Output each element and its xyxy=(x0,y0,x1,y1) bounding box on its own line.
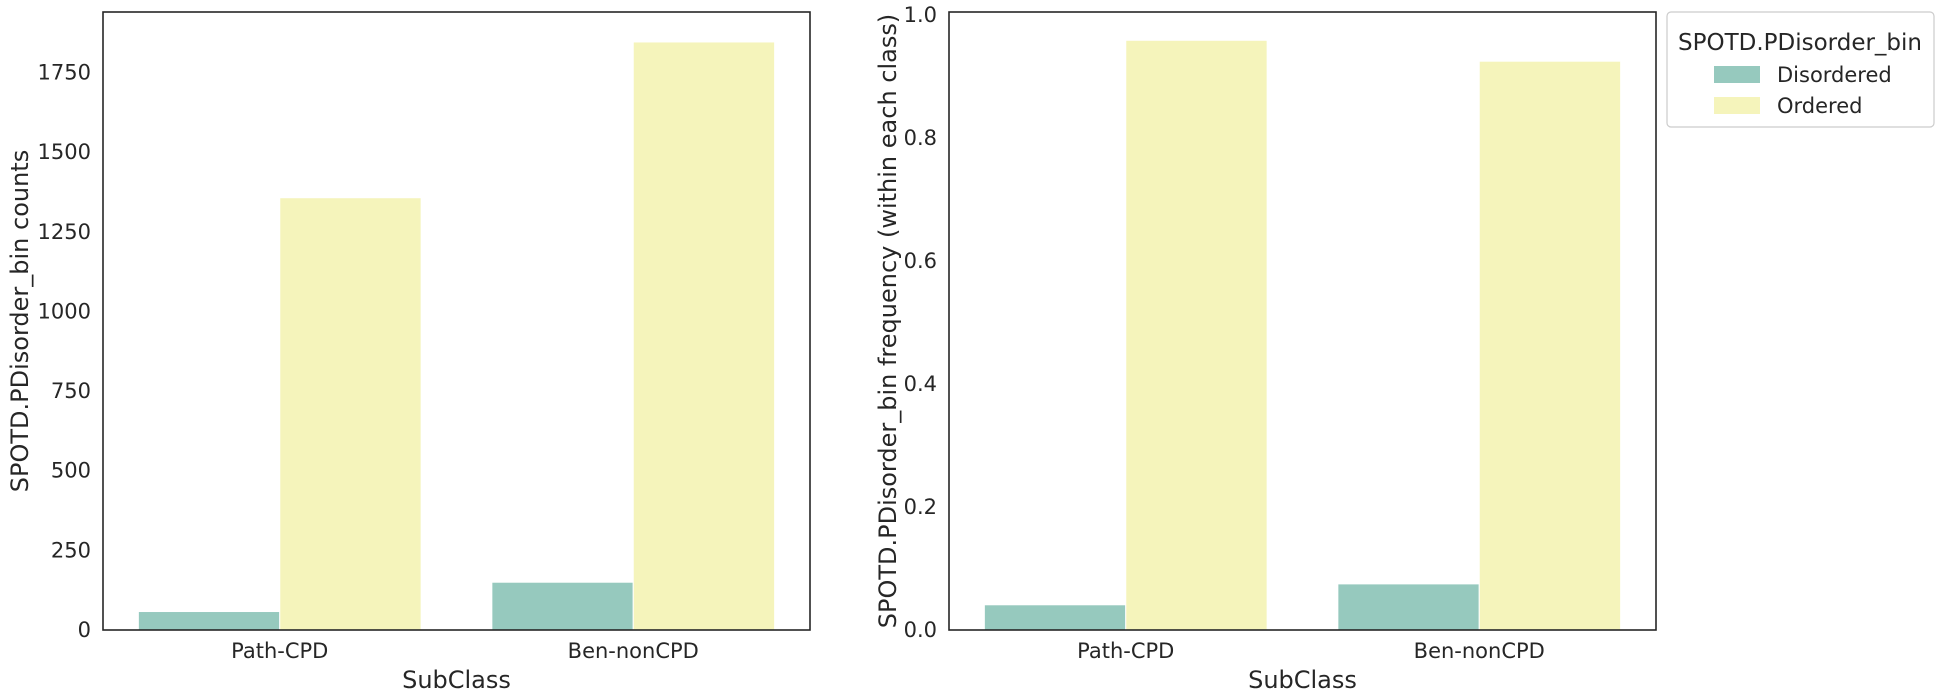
x-tick-label: Ben-nonCPD xyxy=(1414,639,1545,663)
legend-label-disordered: Disordered xyxy=(1777,63,1892,87)
y-axis-label: SPOTD.PDisorder_bin frequency (within ea… xyxy=(874,14,902,628)
x-tick-label: Path-CPD xyxy=(1077,639,1174,663)
bar-ordered-path-cpd xyxy=(1125,39,1268,631)
y-tick-label: 250 xyxy=(51,538,91,562)
legend-label-ordered: Ordered xyxy=(1777,94,1862,118)
legend-swatch-disordered xyxy=(1714,66,1760,83)
y-tick-label: 750 xyxy=(51,379,91,403)
y-tick-label: 0.4 xyxy=(904,372,937,396)
axes-frame xyxy=(948,11,1657,631)
bar-ordered-path-cpd xyxy=(279,197,422,631)
bar-disordered-path-cpd xyxy=(983,604,1127,631)
y-tick-label: 0.0 xyxy=(904,618,937,642)
y-tick-label: 0 xyxy=(78,618,91,642)
y-axis-label: SPOTD.PDisorder_bin counts xyxy=(6,150,34,492)
legend-swatch-ordered xyxy=(1714,97,1760,114)
y-tick-label: 1.0 xyxy=(904,3,937,27)
counts-panel: 0 250 500 750 1000 1250 1500 1750 Path-CPD Ben-no… xyxy=(6,11,811,694)
frequency-panel: 0.0 0.2 0.4 0.6 0.8 1.0 Path-CPD Ben-nonCPD SubC… xyxy=(874,3,1657,694)
y-tick-label: 0.2 xyxy=(904,495,937,519)
bar-disordered-ben-noncpd xyxy=(1337,583,1480,631)
y-tick-label: 1250 xyxy=(38,220,91,244)
bar-ordered-ben-noncpd xyxy=(1478,60,1622,631)
axes-frame xyxy=(102,11,811,631)
bar-disordered-ben-noncpd xyxy=(491,581,634,631)
y-tick-label: 500 xyxy=(51,459,91,483)
x-tick-label: Ben-nonCPD xyxy=(568,639,699,663)
x-tick-label: Path-CPD xyxy=(231,639,328,663)
x-axis-label: SubClass xyxy=(1248,666,1357,694)
y-tick-label: 0.8 xyxy=(904,126,937,150)
legend: SPOTD.PDisorder_bin Disordered Ordered xyxy=(1666,11,1935,128)
y-tick-label: 1000 xyxy=(38,299,91,323)
bar-ordered-ben-noncpd xyxy=(632,41,776,631)
x-axis-label: SubClass xyxy=(402,666,511,694)
y-tick-label: 1500 xyxy=(38,140,91,164)
legend-title: SPOTD.PDisorder_bin xyxy=(1678,30,1922,56)
y-tick-label: 1750 xyxy=(38,61,91,85)
y-tick-label: 0.6 xyxy=(904,249,937,273)
bar-disordered-path-cpd xyxy=(137,611,281,631)
